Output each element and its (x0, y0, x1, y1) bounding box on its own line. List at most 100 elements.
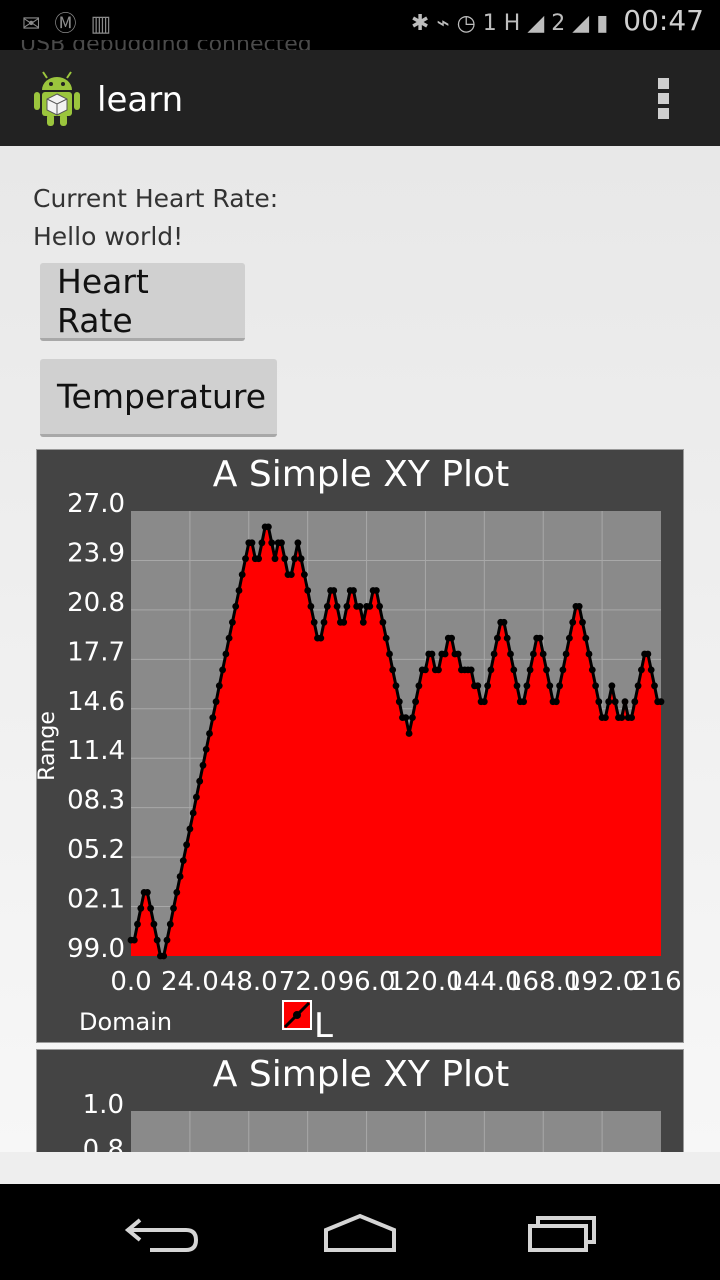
data-point (219, 666, 227, 674)
data-point (543, 666, 550, 674)
data-point (310, 618, 318, 626)
battery-icon: ▮ (596, 11, 609, 36)
x-tick-label: 192.0 (565, 967, 639, 997)
main-content: Current Heart Rate: Hello world! Heart R… (0, 146, 720, 1152)
data-point (409, 714, 416, 721)
data-point (631, 698, 639, 706)
plot-1-y-axis-label: Range (37, 711, 60, 781)
data-point (602, 714, 609, 721)
overflow-menu-icon[interactable] (658, 78, 672, 120)
data-point (526, 666, 534, 674)
data-point (137, 904, 145, 912)
legend-label: L (314, 1006, 333, 1043)
data-point (487, 666, 495, 674)
data-point (644, 650, 652, 658)
data-point (359, 618, 367, 626)
y-tick-label: 08.3 (67, 786, 125, 816)
data-point (500, 618, 508, 626)
y-tick-label: 14.6 (67, 687, 125, 717)
data-point (379, 618, 387, 626)
outlook-icon: ✉ (22, 12, 55, 37)
x-tick-label: 72.0 (279, 967, 337, 997)
data-point (592, 682, 599, 690)
plot-2-gridlines (189, 1111, 603, 1152)
data-point (215, 682, 223, 690)
status-bar: ✉Ⓜ▥ ✱ ⌁ ◷ 1 H ◢ 2 ◢ ▮ 00:47 USB debuggin… (0, 0, 720, 54)
heart-rate-button[interactable]: Heart Rate (40, 262, 245, 341)
data-point (294, 539, 302, 547)
data-point (222, 650, 230, 658)
plot-1-title: A Simple XY Plot (213, 454, 509, 495)
data-point (638, 666, 645, 674)
data-point (173, 889, 181, 896)
signal-indicator-icon: ⌁ (436, 11, 450, 36)
data-point (454, 650, 462, 658)
data-point (287, 571, 295, 578)
data-point (317, 634, 325, 642)
plot-2-grid-background (131, 1111, 661, 1152)
data-point (176, 873, 184, 880)
data-point (333, 603, 341, 610)
network-type-label: H (503, 11, 521, 36)
data-point (405, 730, 413, 737)
x-tick-label: 0.0 (110, 967, 151, 997)
data-point (523, 682, 531, 690)
data-point (608, 682, 616, 690)
back-icon (124, 1218, 199, 1252)
plot-1-y-ticks: 27.0 23.9 20.8 17.7 14.6 11.4 08.3 05.2 02.1 99.0 (67, 489, 125, 964)
data-point (186, 825, 194, 833)
x-tick-label: 144.0 (447, 967, 521, 997)
data-point (484, 682, 491, 690)
data-point (229, 618, 236, 626)
data-point (320, 618, 328, 626)
data-point (503, 634, 511, 642)
x-tick-label: 96.0 (338, 967, 396, 997)
sim2-label: 2 (551, 11, 566, 36)
data-point (474, 682, 482, 690)
legend-swatch (282, 1000, 312, 1030)
data-point (595, 698, 603, 706)
bluetooth-icon: ✱ (410, 11, 430, 36)
data-point (183, 841, 191, 849)
data-point (539, 650, 547, 658)
data-point (271, 555, 279, 563)
android-app-icon[interactable] (32, 68, 82, 128)
temperature-button[interactable]: Temperature (40, 359, 277, 437)
plot-1-x-ticks: 0.0 24.0 48.0 72.0 96.0120.0144.0168.0192.02… (110, 967, 683, 997)
xy-plot-1: A Simple XY Plot 27.0 23.9 20.8 17.7 14.6 11.… (36, 449, 684, 1043)
data-point (297, 555, 305, 563)
xy-plot-1-svg: A Simple XY Plot 27.0 23.9 20.8 17.7 14.6 11.… (37, 454, 683, 1043)
data-point (647, 666, 655, 674)
data-point (144, 889, 151, 896)
data-point (536, 634, 544, 642)
plot-2-title: A Simple XY Plot (213, 1054, 509, 1095)
y-tick-label: 11.4 (67, 736, 125, 766)
cell-signal-2-icon: ◢ (572, 11, 590, 36)
home-button[interactable] (310, 1204, 410, 1260)
data-point (611, 698, 619, 706)
xy-plot-2-svg: A Simple XY Plot 1.0 0.8 (83, 1054, 661, 1152)
data-point (153, 936, 161, 944)
plot-2-y-tick: 0.8 (83, 1135, 124, 1152)
cell-signal-icon: ◢ (527, 11, 545, 36)
data-point (265, 523, 272, 531)
data-point (232, 603, 240, 610)
data-point (255, 555, 262, 563)
data-point (301, 571, 308, 578)
data-point (480, 698, 488, 706)
recent-apps-button[interactable] (512, 1204, 612, 1260)
data-point (520, 698, 527, 706)
data-point (415, 682, 423, 690)
data-point (150, 920, 158, 928)
back-button[interactable] (110, 1204, 210, 1260)
data-point (242, 555, 249, 563)
alarm-icon: ◷ (456, 11, 476, 36)
data-point (441, 650, 449, 658)
data-point (559, 666, 567, 674)
clock: 00:47 (623, 4, 704, 37)
data-point (435, 666, 442, 674)
data-point (323, 603, 331, 610)
data-point (189, 809, 197, 817)
data-point (330, 587, 338, 594)
data-point (206, 730, 213, 737)
